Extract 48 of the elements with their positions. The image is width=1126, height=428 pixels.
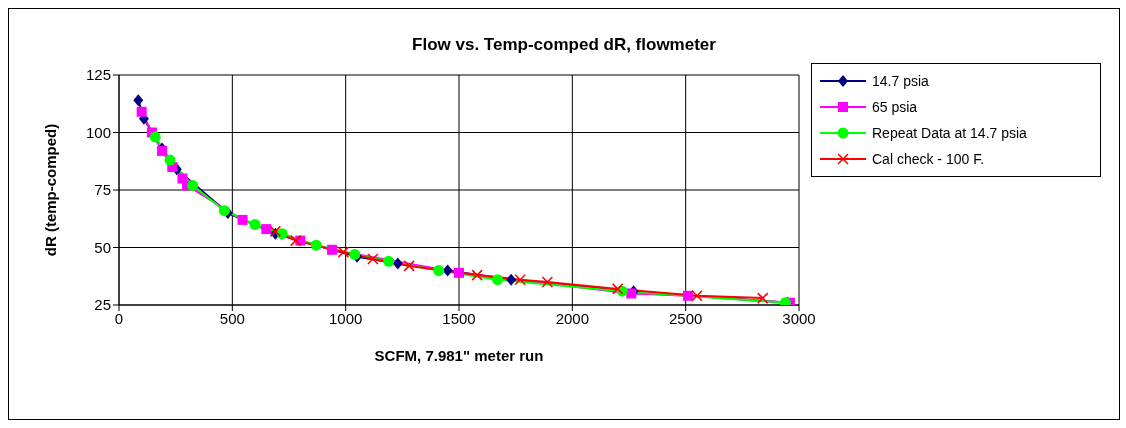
x-tick-label: 2000: [555, 309, 590, 327]
x-tick-label: 3000: [782, 309, 816, 327]
x-axis-title: SCFM, 7.981" meter run: [374, 347, 544, 364]
point: [691, 290, 703, 302]
x-tick-label: 0: [114, 309, 124, 327]
legend-label: 14.7 psia: [872, 73, 929, 89]
x-tick-label: 500: [219, 309, 245, 327]
point: [506, 273, 517, 286]
point: [136, 106, 147, 117]
y-axis-title: dR (temp-comped): [42, 123, 60, 257]
legend-label: Repeat Data at 14.7 psia: [872, 125, 1027, 141]
point: [682, 290, 693, 301]
legend-label: Cal check - 100 F.: [872, 151, 985, 167]
point: [237, 214, 248, 225]
x-tick-label: 2500: [668, 309, 703, 327]
x-tick-label: 1000: [328, 309, 363, 327]
point: [454, 267, 464, 278]
point: [261, 224, 272, 235]
point: [392, 257, 403, 270]
point: [433, 265, 445, 276]
x-tick-label: 1500: [442, 309, 476, 327]
point: [611, 283, 624, 295]
chart-title: Flow vs. Temp-comped dR, flowmeter: [411, 35, 717, 55]
point: [756, 292, 769, 304]
y-tick-label: 125: [85, 66, 111, 84]
point: [403, 260, 415, 272]
point: [471, 269, 483, 281]
point: [514, 273, 526, 286]
point: [133, 94, 144, 107]
point: [327, 244, 338, 255]
point: [367, 253, 379, 265]
point: [442, 264, 453, 277]
point: [337, 246, 350, 258]
y-tick-label: 75: [94, 181, 111, 199]
point: [164, 154, 176, 166]
point: [290, 234, 302, 247]
y-tick-label: 25: [94, 296, 111, 314]
point: [383, 255, 395, 267]
y-tick-label: 50: [94, 238, 111, 256]
y-tick-label: 100: [85, 123, 111, 141]
point: [187, 179, 199, 191]
point: [218, 205, 230, 217]
point: [541, 276, 554, 288]
legend-label: 65 psia: [872, 99, 918, 115]
point: [310, 239, 322, 251]
point: [249, 219, 261, 230]
point: [149, 131, 161, 143]
point: [492, 274, 504, 286]
